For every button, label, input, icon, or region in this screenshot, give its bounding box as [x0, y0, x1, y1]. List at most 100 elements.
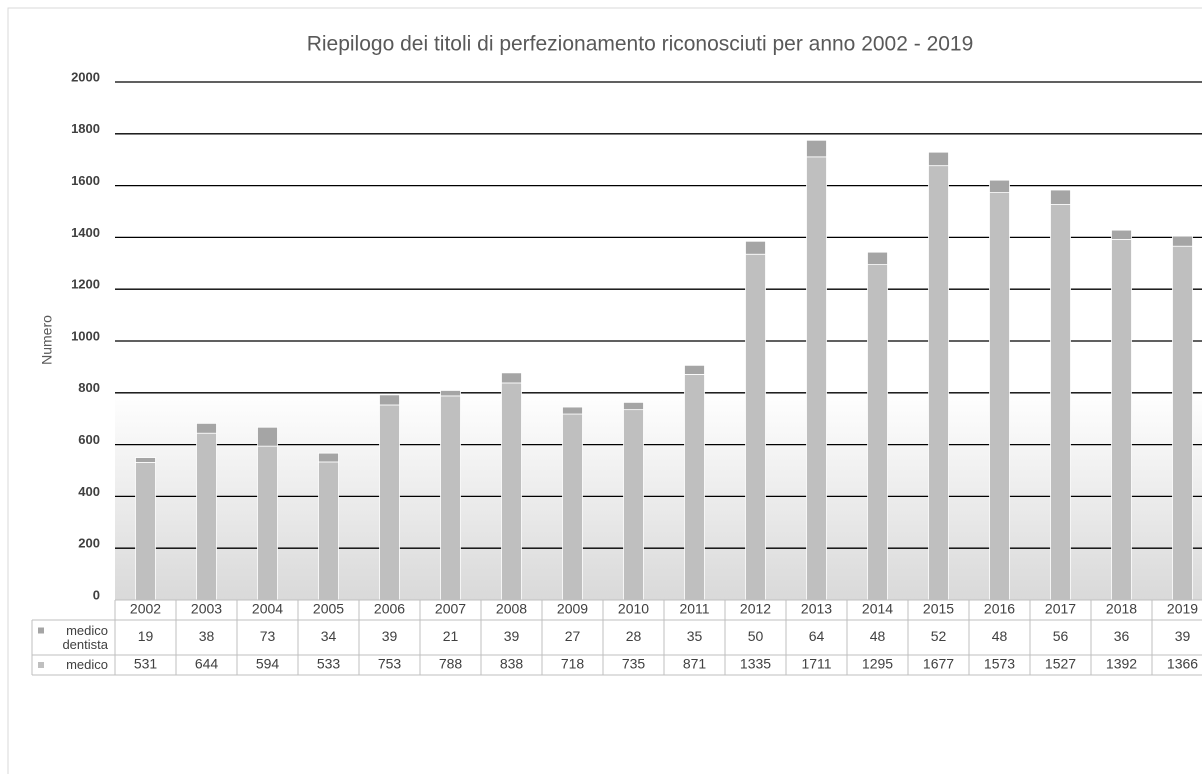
x-tick-label: 2016	[984, 601, 1015, 617]
table-value: 34	[321, 628, 337, 644]
y-tick-label: 1600	[71, 173, 100, 188]
y-axis-label: Numero	[39, 315, 55, 365]
y-tick-label: 1800	[71, 121, 100, 136]
x-tick-label: 2007	[435, 601, 466, 617]
table-value: 21	[443, 628, 459, 644]
bar-segment	[867, 264, 888, 601]
table-value: 1335	[740, 656, 771, 672]
bar-segment	[318, 452, 339, 463]
table-value: 1295	[862, 656, 893, 672]
x-tick-label: 2009	[557, 601, 588, 617]
y-tick-label: 1200	[71, 277, 100, 292]
chart-title: Riepilogo dei titoli di perfezionamento …	[307, 33, 974, 56]
table-value: 38	[199, 628, 215, 644]
x-tick-label: 2006	[374, 601, 405, 617]
bar-segment	[562, 413, 583, 601]
bar-segment	[257, 426, 278, 447]
x-tick-label: 2014	[862, 601, 893, 617]
table-value: 533	[317, 656, 341, 672]
bar-segment	[318, 461, 339, 601]
x-tick-label: 2012	[740, 601, 771, 617]
bar-segment	[928, 165, 949, 601]
x-tick-label: 2003	[191, 601, 222, 617]
x-tick-label: 2017	[1045, 601, 1076, 617]
y-tick-label: 2000	[71, 69, 100, 84]
x-tick-label: 2004	[252, 601, 283, 617]
table-value: 753	[378, 656, 402, 672]
table-value: 28	[626, 628, 642, 644]
x-tick-label: 2008	[496, 601, 527, 617]
bar-segment	[135, 457, 156, 463]
bar-segment	[135, 462, 156, 601]
table-value: 531	[134, 656, 158, 672]
table-value: 35	[687, 628, 703, 644]
bar-segment	[989, 179, 1010, 193]
bar-segment	[1111, 239, 1132, 601]
table-value: 1392	[1106, 656, 1137, 672]
bar-segment	[1111, 229, 1132, 240]
table-value: 871	[683, 656, 707, 672]
bar-segment	[684, 374, 705, 601]
bar-segment	[806, 139, 827, 158]
table-value: 73	[260, 628, 276, 644]
y-tick-label: 1400	[71, 225, 100, 240]
x-tick-label: 2019	[1167, 601, 1198, 617]
table-value: 19	[138, 628, 154, 644]
bar-segment	[867, 251, 888, 265]
table-value: 718	[561, 656, 585, 672]
bar-segment	[196, 432, 217, 601]
y-tick-label: 800	[78, 380, 100, 395]
x-tick-label: 2005	[313, 601, 344, 617]
table-value: 1527	[1045, 656, 1076, 672]
table-value: 56	[1053, 628, 1069, 644]
table-value: 735	[622, 656, 646, 672]
table-value: 838	[500, 656, 524, 672]
x-tick-label: 2011	[679, 601, 709, 617]
bar-segment	[440, 390, 461, 397]
bar-segment	[745, 253, 766, 601]
table-value: 1366	[1167, 656, 1198, 672]
bar-segment	[623, 401, 644, 411]
bar-segment	[501, 372, 522, 384]
table-value: 788	[439, 656, 463, 672]
y-tick-label: 400	[78, 484, 100, 499]
table-value: 48	[870, 628, 886, 644]
chart-frame	[7, 7, 1202, 774]
bar-segment	[989, 192, 1010, 601]
table-value: 644	[195, 656, 219, 672]
table-value: 52	[931, 628, 947, 644]
table-value: 48	[992, 628, 1008, 644]
y-tick-label: 0	[93, 587, 100, 602]
bar-segment	[196, 422, 217, 434]
x-tick-label: 2015	[923, 601, 954, 617]
bar-segment	[928, 151, 949, 167]
y-tick-label: 1000	[71, 328, 100, 343]
bar-segment	[440, 395, 461, 601]
bar-segment	[684, 364, 705, 375]
y-tick-label: 600	[78, 432, 100, 447]
y-tick-label: 200	[78, 536, 100, 551]
table-value: 594	[256, 656, 280, 672]
table-value: 39	[504, 628, 520, 644]
x-tick-label: 2002	[130, 601, 161, 617]
table-value: 39	[382, 628, 398, 644]
table-value: 64	[809, 628, 825, 644]
table-value: 27	[565, 628, 581, 644]
bar-segment	[745, 240, 766, 255]
bar-segment	[1172, 235, 1193, 247]
bar-segment	[562, 406, 583, 415]
table-value: 50	[748, 628, 764, 644]
bar-segment	[379, 404, 400, 601]
x-tick-label: 2010	[618, 601, 649, 617]
bar-segment	[379, 394, 400, 406]
legend-swatch	[38, 662, 44, 668]
table-value: 1573	[984, 656, 1015, 672]
table-value: 1677	[923, 656, 954, 672]
bar-segment	[1172, 245, 1193, 601]
legend-label: medico	[66, 657, 108, 672]
x-tick-label: 2018	[1106, 601, 1137, 617]
x-tick-label: 2013	[801, 601, 832, 617]
table-value: 39	[1175, 628, 1191, 644]
